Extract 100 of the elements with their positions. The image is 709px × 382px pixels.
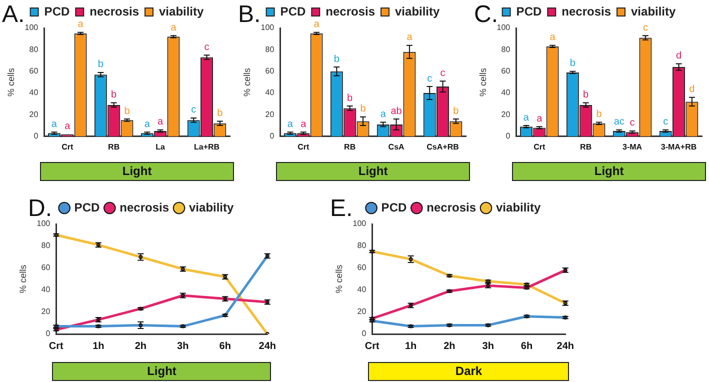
legend-label: necrosis [326, 4, 376, 18]
x-tick-label: La [156, 142, 166, 152]
y-tick-label: 80 [265, 44, 275, 54]
x-tick-label: RB [344, 142, 356, 152]
y-tick-label: 40 [265, 88, 275, 98]
data-label: b [347, 92, 354, 104]
legend-label: PCD [44, 4, 70, 18]
x-tick-label: 3h [482, 340, 494, 352]
legend-label: PCD [74, 200, 100, 214]
y-tick-label: 80 [41, 241, 51, 250]
x-tick-label: Crt [62, 142, 74, 152]
data-label: b [124, 106, 130, 117]
legend-label: viability [189, 200, 234, 214]
legend-label: PCD [381, 200, 407, 214]
x-tick-label: CsA+RB [426, 142, 460, 152]
data-label: a [406, 32, 413, 44]
data-label: a [64, 120, 71, 132]
x-tick-label: 1h [404, 340, 417, 352]
data-label: b [98, 59, 104, 70]
y-tick-label: 80 [357, 241, 367, 250]
text: Light [512, 162, 706, 181]
x-tick-label: 3h [177, 340, 189, 352]
y-tick-label: 20 [41, 307, 51, 316]
chart-title: D. [28, 195, 52, 222]
x-tick-label: 24h [556, 340, 574, 352]
data-label: c [440, 68, 446, 79]
y-tick-label: 40 [29, 88, 39, 98]
data-label: a [78, 19, 84, 30]
data-label: a [523, 112, 530, 124]
data-label: b [583, 90, 590, 101]
data-label: ab [390, 106, 402, 117]
x-tick-label: RB [580, 142, 592, 152]
y-tick-label: 0 [34, 132, 39, 141]
y-axis-title: % cells [334, 264, 344, 294]
y-axis-title: % cells [478, 67, 488, 96]
data-label: b [570, 58, 576, 70]
data-label: a [158, 116, 164, 128]
x-tick-label: Crt [48, 340, 64, 352]
x-tick-label: RB [108, 142, 120, 152]
y-tick-label: 0 [506, 132, 511, 141]
text: Dark [368, 362, 570, 381]
data-label: a [380, 109, 386, 120]
legend-label: necrosis [562, 4, 612, 18]
legend-label: PCD [516, 4, 542, 18]
y-tick-label: 100 [352, 219, 367, 228]
data-label: c [204, 42, 210, 53]
y-tick-label: 60 [29, 66, 39, 76]
y-tick-label: 60 [265, 66, 275, 76]
y-tick-label: 20 [357, 307, 367, 316]
y-axis-title: % cells [242, 67, 252, 96]
y-tick-label: 40 [357, 285, 367, 294]
data-label: b [596, 109, 602, 120]
legend-label: necrosis [90, 4, 140, 18]
data-label: c [642, 22, 648, 34]
y-axis-title: % cells [18, 264, 28, 294]
text: Light [52, 362, 272, 381]
data-label: b [334, 54, 340, 65]
text: Light [40, 162, 234, 181]
y-tick-label: 0 [362, 329, 367, 338]
y-tick-label: 40 [501, 88, 511, 98]
y-tick-label: 60 [501, 66, 511, 76]
y-tick-label: 80 [29, 44, 39, 54]
data-label: a [170, 22, 177, 34]
data-label: a [287, 118, 294, 130]
chart-title: B. [238, 1, 261, 28]
x-tick-label: 3-MA+RB [660, 142, 697, 152]
y-tick-label: 20 [501, 110, 511, 119]
y-tick-label: 100 [260, 23, 275, 32]
legend-label: necrosis [120, 200, 170, 214]
data-label: c [191, 104, 196, 116]
chart-title: E. [330, 195, 353, 222]
x-tick-label: CsA [388, 142, 405, 152]
data-label: ac [614, 116, 624, 128]
data-label: a [300, 118, 307, 130]
data-label: d [689, 84, 695, 96]
legend-label: viability [631, 4, 676, 18]
y-tick-label: 80 [501, 44, 511, 54]
data-label: a [51, 118, 58, 130]
legend-label: viability [159, 4, 204, 18]
x-tick-label: 6h [219, 340, 231, 352]
data-label: a [550, 32, 556, 44]
x-tick-label: 24h [258, 340, 276, 352]
y-tick-label: 60 [357, 263, 367, 272]
x-tick-label: 2h [134, 340, 146, 352]
data-label: a [144, 118, 150, 130]
text: Light [276, 162, 470, 181]
x-tick-label: Crt [364, 340, 380, 352]
x-tick-label: 1h [92, 340, 104, 352]
x-tick-label: Crt [534, 142, 546, 152]
y-tick-label: 40 [41, 285, 51, 294]
x-tick-label: 3-MA [622, 142, 642, 152]
x-tick-label: Crt [298, 142, 310, 152]
data-label: d [676, 50, 682, 62]
x-tick-label: 6h [520, 340, 533, 352]
data-label: a [314, 19, 320, 30]
y-tick-label: 60 [41, 263, 51, 272]
y-tick-label: 100 [496, 23, 511, 32]
legend-label: viability [496, 200, 542, 214]
y-tick-label: 100 [24, 23, 39, 32]
data-label: c [630, 118, 635, 129]
